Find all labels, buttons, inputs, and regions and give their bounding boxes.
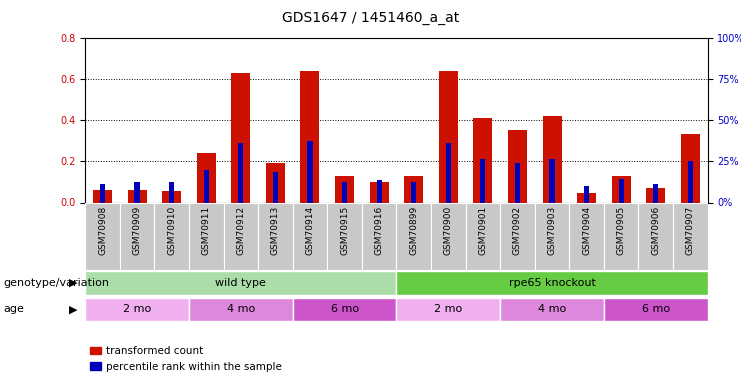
Bar — [688, 161, 693, 202]
Text: GSM70899: GSM70899 — [409, 206, 418, 255]
Bar — [396, 272, 708, 295]
Text: GSM70911: GSM70911 — [202, 206, 210, 255]
Bar — [515, 164, 520, 202]
Bar — [404, 176, 423, 203]
Text: GSM70904: GSM70904 — [582, 206, 591, 255]
Bar — [445, 143, 451, 202]
Bar — [293, 298, 396, 321]
Text: wild type: wild type — [216, 278, 266, 288]
Bar — [85, 298, 189, 321]
Text: ▶: ▶ — [70, 278, 78, 288]
Bar — [508, 130, 527, 203]
Bar — [120, 202, 154, 270]
Text: GSM70915: GSM70915 — [340, 206, 349, 255]
Bar — [681, 135, 700, 202]
Text: GSM70914: GSM70914 — [305, 206, 314, 255]
Bar — [189, 298, 293, 321]
Bar — [328, 202, 362, 270]
Text: age: age — [4, 304, 24, 314]
Bar — [300, 70, 319, 202]
Bar — [639, 202, 673, 270]
Text: 2 mo: 2 mo — [434, 304, 462, 314]
Bar — [473, 118, 492, 202]
Bar — [196, 153, 216, 203]
Bar — [238, 143, 243, 202]
Bar — [619, 179, 624, 203]
Text: 6 mo: 6 mo — [642, 304, 670, 314]
Text: 4 mo: 4 mo — [227, 304, 255, 314]
Bar — [370, 182, 388, 203]
Text: GSM70906: GSM70906 — [651, 206, 660, 255]
Bar — [611, 176, 631, 202]
Bar — [396, 298, 500, 321]
Bar — [431, 202, 465, 270]
Text: GDS1647 / 1451460_a_at: GDS1647 / 1451460_a_at — [282, 11, 459, 25]
Bar — [224, 202, 258, 270]
Bar — [85, 202, 120, 270]
Bar — [542, 116, 562, 202]
Text: GSM70916: GSM70916 — [375, 206, 384, 255]
Bar — [653, 184, 658, 202]
Text: GSM70902: GSM70902 — [513, 206, 522, 255]
Bar — [100, 184, 105, 203]
Bar — [569, 202, 604, 270]
Text: GSM70903: GSM70903 — [548, 206, 556, 255]
Bar — [189, 202, 224, 270]
Text: 4 mo: 4 mo — [538, 304, 566, 314]
Text: GSM70913: GSM70913 — [271, 206, 280, 255]
Bar — [342, 182, 347, 203]
Bar — [231, 73, 250, 202]
Bar — [376, 180, 382, 203]
Bar — [480, 159, 485, 203]
Bar — [535, 202, 569, 270]
Text: GSM70907: GSM70907 — [686, 206, 695, 255]
Text: GSM70910: GSM70910 — [167, 206, 176, 255]
Bar — [335, 176, 354, 202]
Bar — [500, 202, 535, 270]
Text: GSM70912: GSM70912 — [236, 206, 245, 255]
Bar — [204, 170, 209, 202]
Text: 2 mo: 2 mo — [123, 304, 151, 314]
Bar — [396, 202, 431, 270]
Bar — [362, 202, 396, 270]
Text: GSM70909: GSM70909 — [133, 206, 142, 255]
Legend: transformed count, percentile rank within the sample: transformed count, percentile rank withi… — [90, 346, 282, 372]
Bar — [577, 193, 596, 202]
Bar — [154, 202, 189, 270]
Bar — [673, 202, 708, 270]
Bar — [584, 186, 589, 202]
Bar — [465, 202, 500, 270]
Bar — [308, 141, 313, 202]
Bar — [162, 190, 181, 202]
Bar — [604, 298, 708, 321]
Bar — [604, 202, 639, 270]
Bar — [85, 272, 396, 295]
Bar — [273, 172, 278, 202]
Text: GSM70900: GSM70900 — [444, 206, 453, 255]
Text: GSM70908: GSM70908 — [98, 206, 107, 255]
Bar — [411, 182, 416, 203]
Bar — [134, 182, 139, 203]
Bar — [549, 159, 554, 203]
Text: rpe65 knockout: rpe65 knockout — [508, 278, 596, 288]
Text: GSM70905: GSM70905 — [617, 206, 625, 255]
Text: ▶: ▶ — [70, 304, 78, 314]
Bar — [93, 190, 112, 202]
Bar — [500, 298, 604, 321]
Bar — [439, 70, 458, 202]
Text: 6 mo: 6 mo — [330, 304, 359, 314]
Text: GSM70901: GSM70901 — [479, 206, 488, 255]
Bar — [646, 189, 665, 202]
Bar — [169, 182, 174, 203]
Bar — [258, 202, 293, 270]
Bar — [293, 202, 328, 270]
Text: genotype/variation: genotype/variation — [4, 278, 110, 288]
Bar — [127, 190, 147, 202]
Bar — [266, 164, 285, 202]
